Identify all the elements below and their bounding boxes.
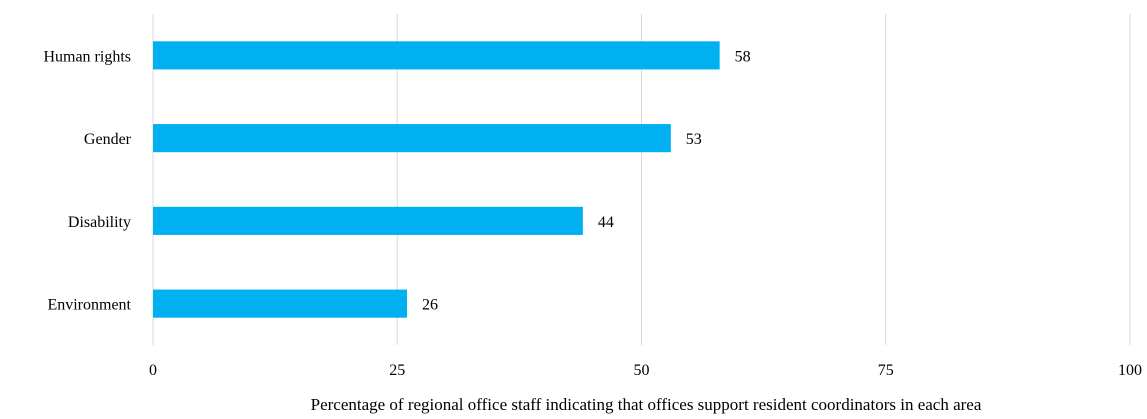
category-label-disability: Disability <box>68 214 131 231</box>
x-tick-label-25: 25 <box>389 362 405 379</box>
bar-disability <box>153 206 583 235</box>
data-labels: 58 53 44 26 <box>422 48 751 313</box>
data-label-gender: 53 <box>686 131 702 148</box>
bar-human-rights <box>153 41 720 70</box>
x-tick-label-50: 50 <box>634 362 650 379</box>
bar-environment <box>153 289 408 318</box>
bar-gender <box>153 124 671 153</box>
category-label-human-rights: Human rights <box>43 48 131 65</box>
bars <box>153 41 720 318</box>
category-labels: Human rights Gender Disability Environment <box>43 48 131 313</box>
data-label-human-rights: 58 <box>735 48 751 65</box>
x-axis-ticks: 0 25 50 75 100 <box>149 362 1142 379</box>
x-tick-label-75: 75 <box>878 362 894 379</box>
data-label-disability: 44 <box>598 214 614 231</box>
x-tick-label-100: 100 <box>1118 362 1142 379</box>
category-label-environment: Environment <box>47 297 131 314</box>
x-tick-label-0: 0 <box>149 362 157 379</box>
data-label-environment: 26 <box>422 297 438 314</box>
category-label-gender: Gender <box>84 131 132 148</box>
x-axis-title: Percentage of regional office staff indi… <box>311 395 982 414</box>
